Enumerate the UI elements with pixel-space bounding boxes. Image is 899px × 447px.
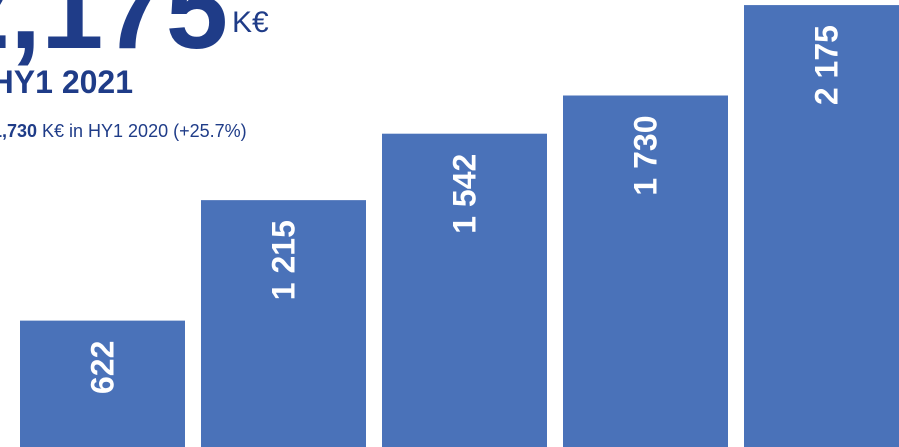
bar — [744, 5, 899, 447]
bar-label: 2 175 — [809, 25, 845, 105]
kpi-period: HY1 2021 — [0, 64, 133, 100]
bar-label: 622 — [85, 341, 121, 394]
kpi-value: 2,175 — [0, 0, 228, 72]
bar — [20, 320, 185, 447]
comparison-value: 1,730 — [0, 121, 37, 141]
comparison-text: K€ in HY1 2020 (+25.7%) — [42, 121, 247, 141]
kpi-unit: K€ — [232, 6, 269, 39]
bar — [563, 95, 728, 447]
bar-label: 1 730 — [628, 115, 664, 195]
bar-label: 1 542 — [447, 154, 483, 234]
bar — [382, 133, 547, 447]
bar — [201, 200, 366, 447]
bar-label: 1 215 — [266, 220, 302, 300]
